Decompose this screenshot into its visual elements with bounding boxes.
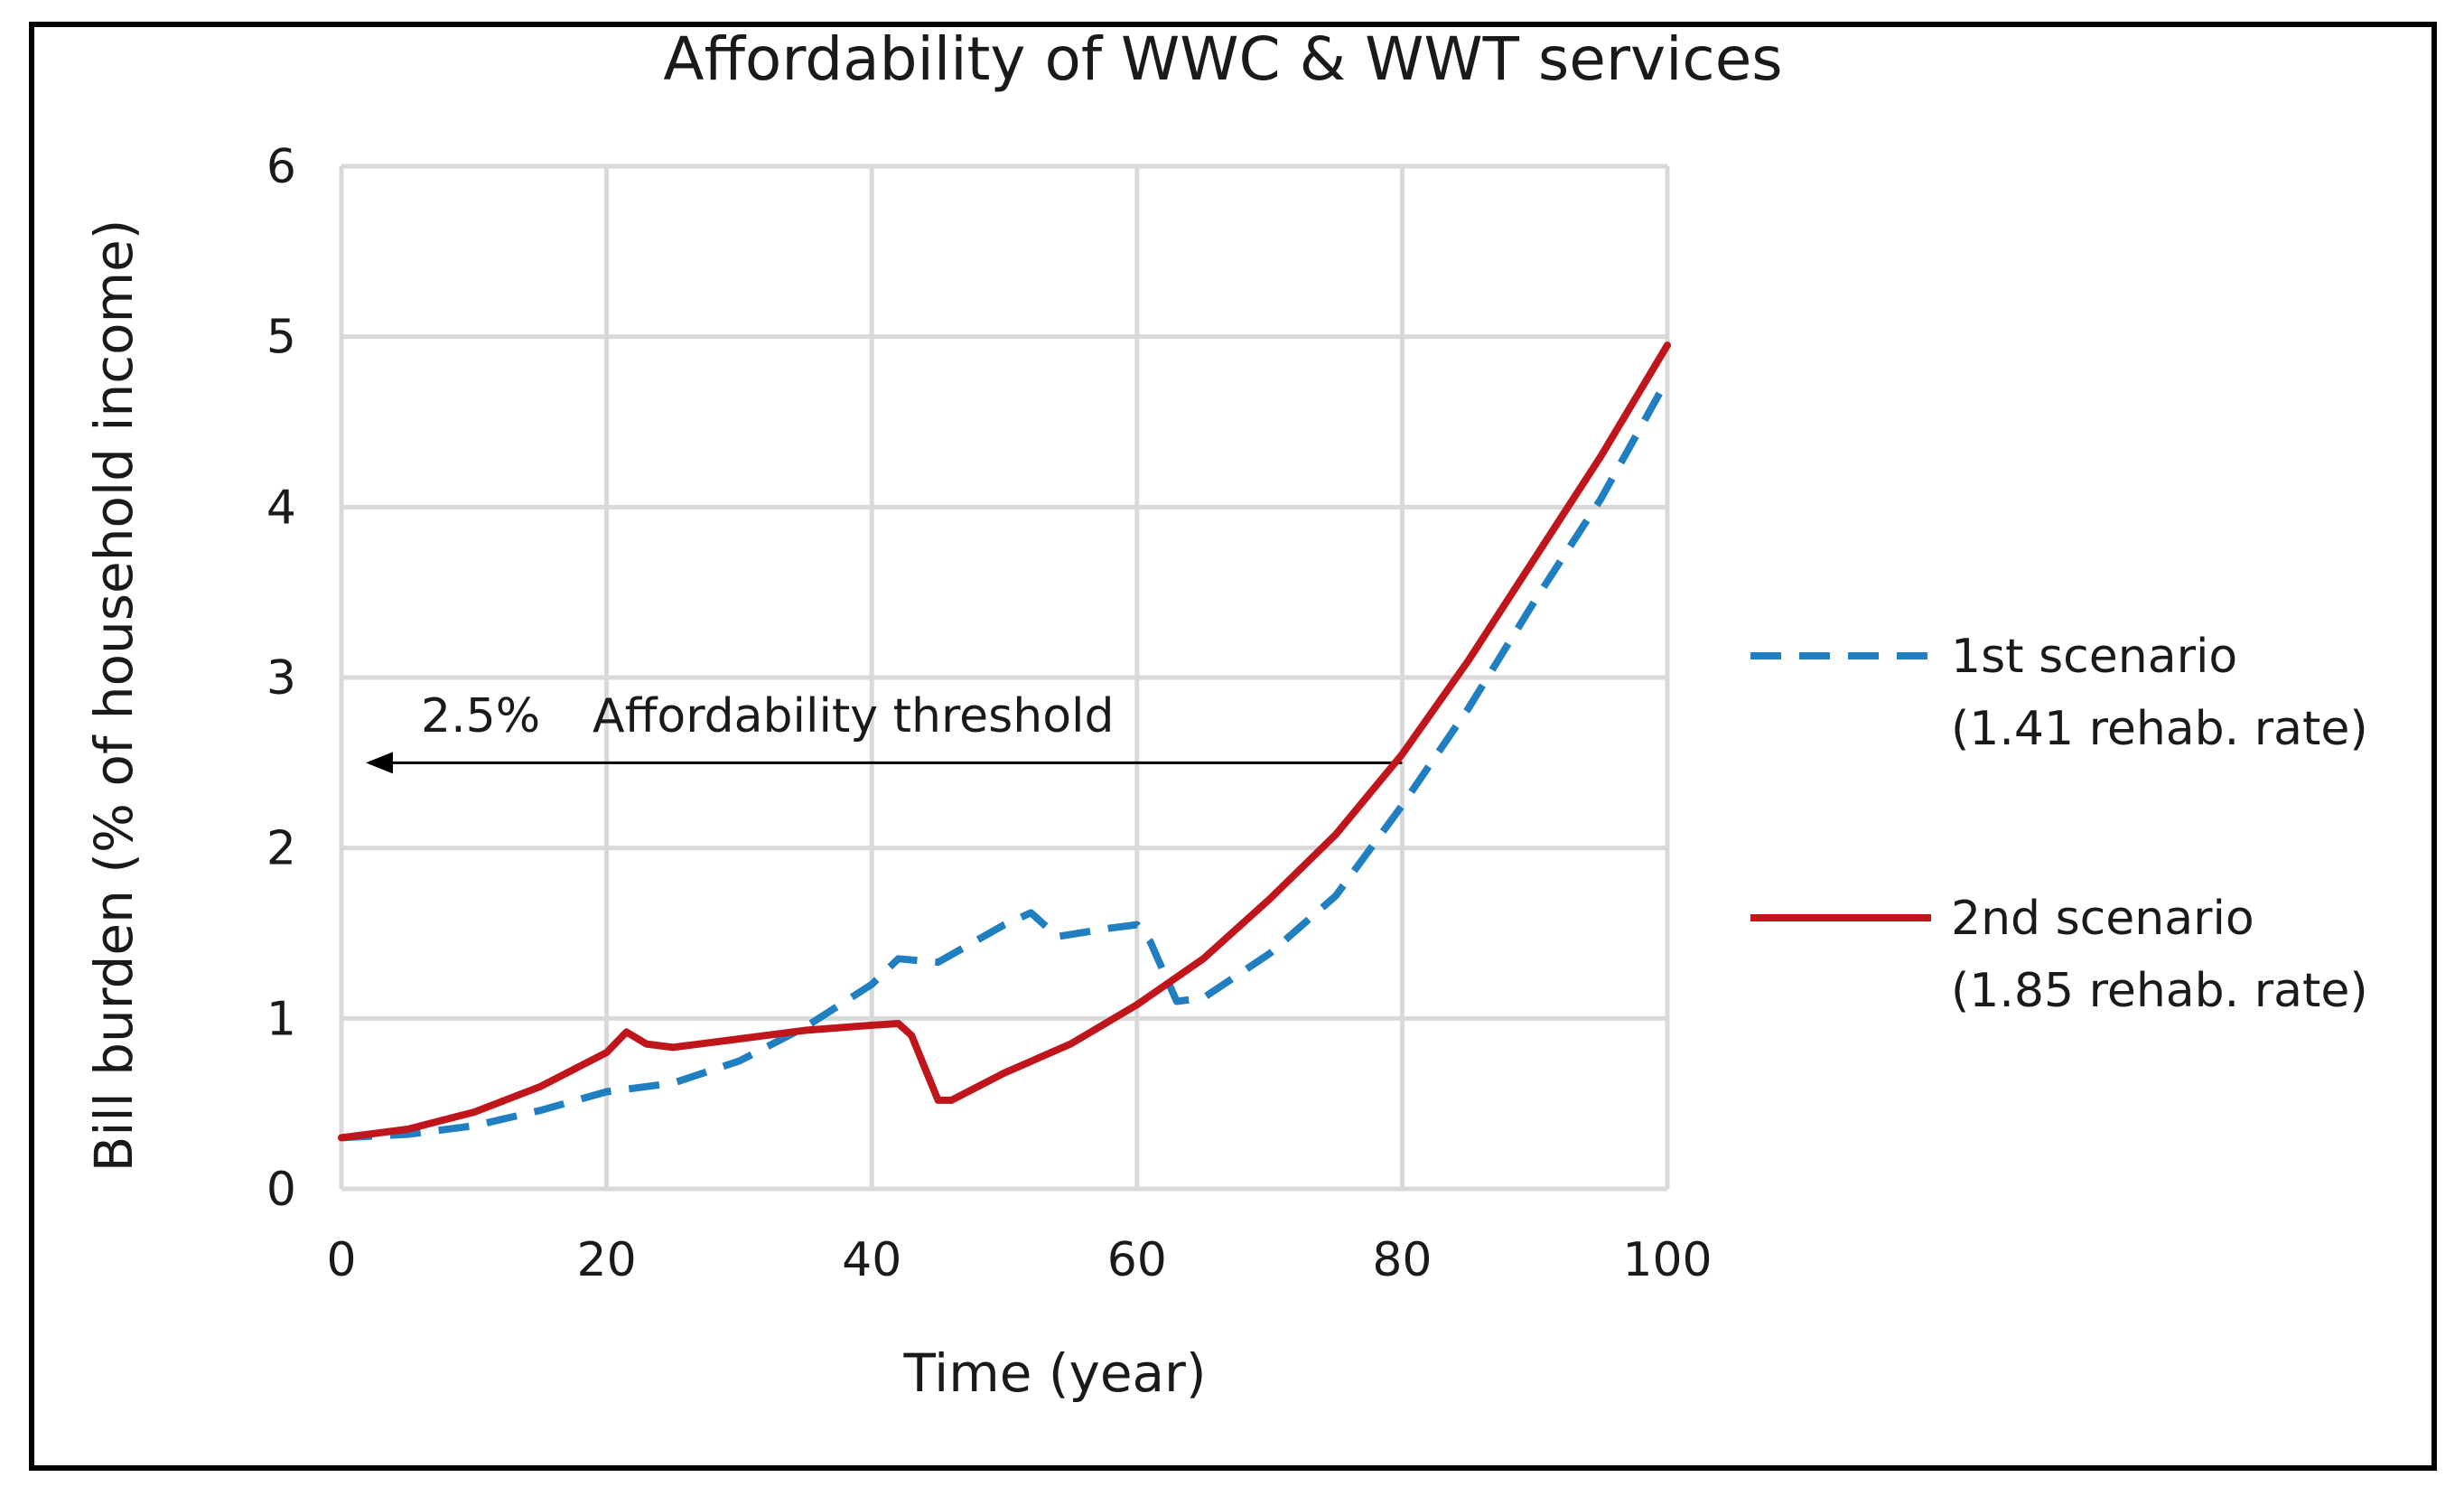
chart-frame: Affordability of WWC & WWT services 0 1 2 3… xyxy=(29,22,2437,1471)
x-tick-label: 80 xyxy=(1372,1233,1432,1287)
y-tick-label: 4 xyxy=(266,481,296,535)
series-line-1 xyxy=(341,377,1671,1142)
chart: Affordability of WWC & WWT services 0 1 2 3… xyxy=(83,27,2368,1404)
y-tick-label: 6 xyxy=(266,140,296,194)
annotation: 2.5% Affordability threshold xyxy=(366,689,1403,774)
series-line-2 xyxy=(338,341,1671,1142)
x-tick-label: 0 xyxy=(326,1233,356,1287)
x-axis-title: Time (year) xyxy=(902,1342,1206,1404)
y-tick-label: 2 xyxy=(266,822,296,876)
x-tick-label: 60 xyxy=(1107,1233,1167,1287)
x-tick-label: 40 xyxy=(842,1233,901,1287)
legend-label-series-2-line2: (1.85 rehab. rate) xyxy=(1951,964,2368,1018)
x-tick-label: 20 xyxy=(577,1233,637,1287)
y-axis-title: Bill burden (% of household income) xyxy=(83,220,145,1173)
x-tick-label: 100 xyxy=(1622,1233,1712,1287)
y-tick-label: 5 xyxy=(266,311,296,365)
legend-label-series-2: 2nd scenario xyxy=(1951,892,2254,946)
chart-title: Affordability of WWC & WWT services xyxy=(663,27,1782,94)
series-lines xyxy=(338,341,1671,1142)
y-tick-label: 1 xyxy=(266,992,296,1046)
y-tick-label: 3 xyxy=(266,651,296,706)
legend-label-series-1-line2: (1.41 rehab. rate) xyxy=(1951,702,2368,756)
legend-label-series-1: 1st scenario xyxy=(1951,630,2237,684)
grid xyxy=(339,164,1670,1192)
threshold-text-label: Affordability threshold xyxy=(593,689,1114,743)
legend: 1st scenario (1.41 rehab. rate) 2nd scen… xyxy=(1750,630,2368,1018)
threshold-value-label: 2.5% xyxy=(421,689,540,743)
y-tick-label: 0 xyxy=(266,1163,296,1217)
